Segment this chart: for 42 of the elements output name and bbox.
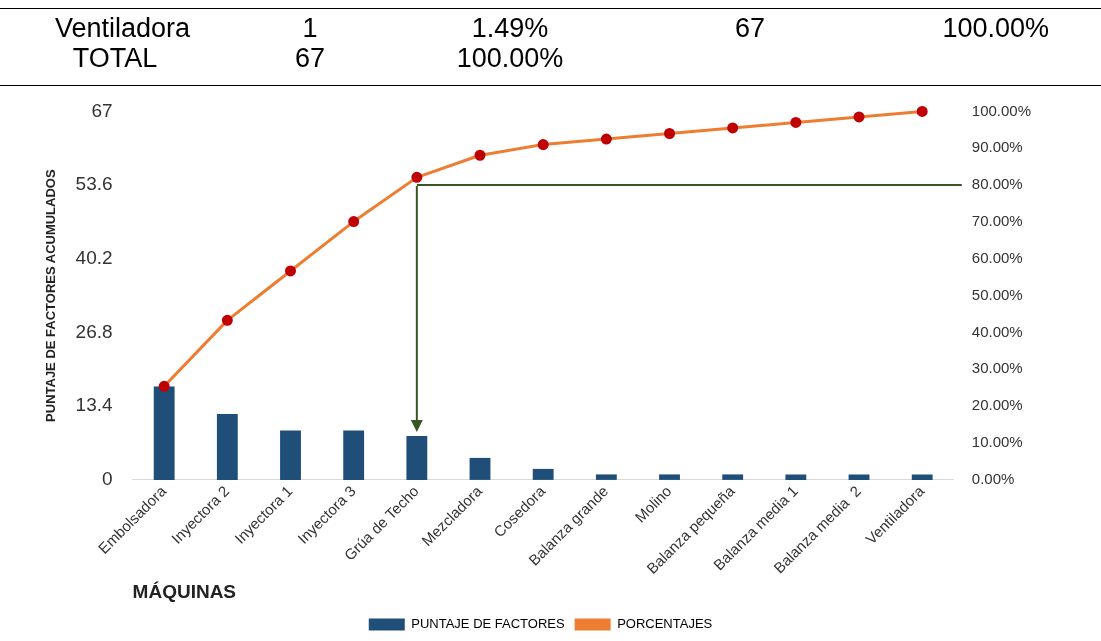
bar (280, 430, 301, 480)
y-tick-label: 67 (91, 99, 113, 121)
y-tick-label: 40.2 (75, 247, 113, 269)
text: 1.49% (470, 13, 550, 43)
legend-label: PORCENTAJES (617, 616, 713, 632)
bar (469, 457, 491, 480)
bar (911, 474, 933, 480)
bar (343, 430, 365, 480)
text: 100.00% (942, 13, 1049, 43)
y2-tick-label: 30.00% (971, 359, 1023, 377)
bar (153, 386, 175, 480)
y2-tick-label: 10.00% (971, 433, 1023, 451)
y2-tick-label: 40.00% (971, 322, 1023, 340)
y2-tick-label: 0.00% (971, 470, 1015, 488)
bar (722, 474, 744, 480)
y2-tick-label: 100.00% (971, 101, 1031, 119)
y-axis-title: PUNTAJE DE FACTORES ACUMULADOS (43, 169, 59, 422)
y2-tick-label: 80.00% (971, 175, 1023, 193)
bar (659, 474, 680, 480)
y2-tick-label: 90.00% (971, 138, 1023, 156)
text: 1 (301, 13, 319, 43)
y-tick-label: 53.6 (75, 173, 113, 195)
y2-tick-label: 50.00% (971, 285, 1023, 303)
text: Ventiladora (55, 13, 191, 43)
text: TOTAL (71, 43, 159, 73)
legend-label: PUNTAJE DE FACTORES (411, 616, 565, 632)
bar (406, 435, 428, 480)
text: 100.00% (455, 43, 565, 73)
y2-tick-label: 20.00% (971, 396, 1023, 414)
text: 67 (733, 13, 766, 43)
x-axis-title: MÁQUINAS (132, 580, 237, 602)
bar (848, 474, 870, 480)
y2-tick-label: 70.00% (971, 212, 1023, 230)
y-tick-label: 0 (102, 468, 113, 490)
bar (216, 413, 238, 480)
y-tick-label: 26.8 (75, 320, 113, 342)
text: 67 (293, 43, 326, 73)
bar (785, 474, 807, 480)
y-tick-label: 13.4 (75, 394, 114, 416)
y2-tick-label: 60.00% (971, 248, 1023, 266)
bar (532, 468, 554, 480)
bar (595, 474, 617, 480)
